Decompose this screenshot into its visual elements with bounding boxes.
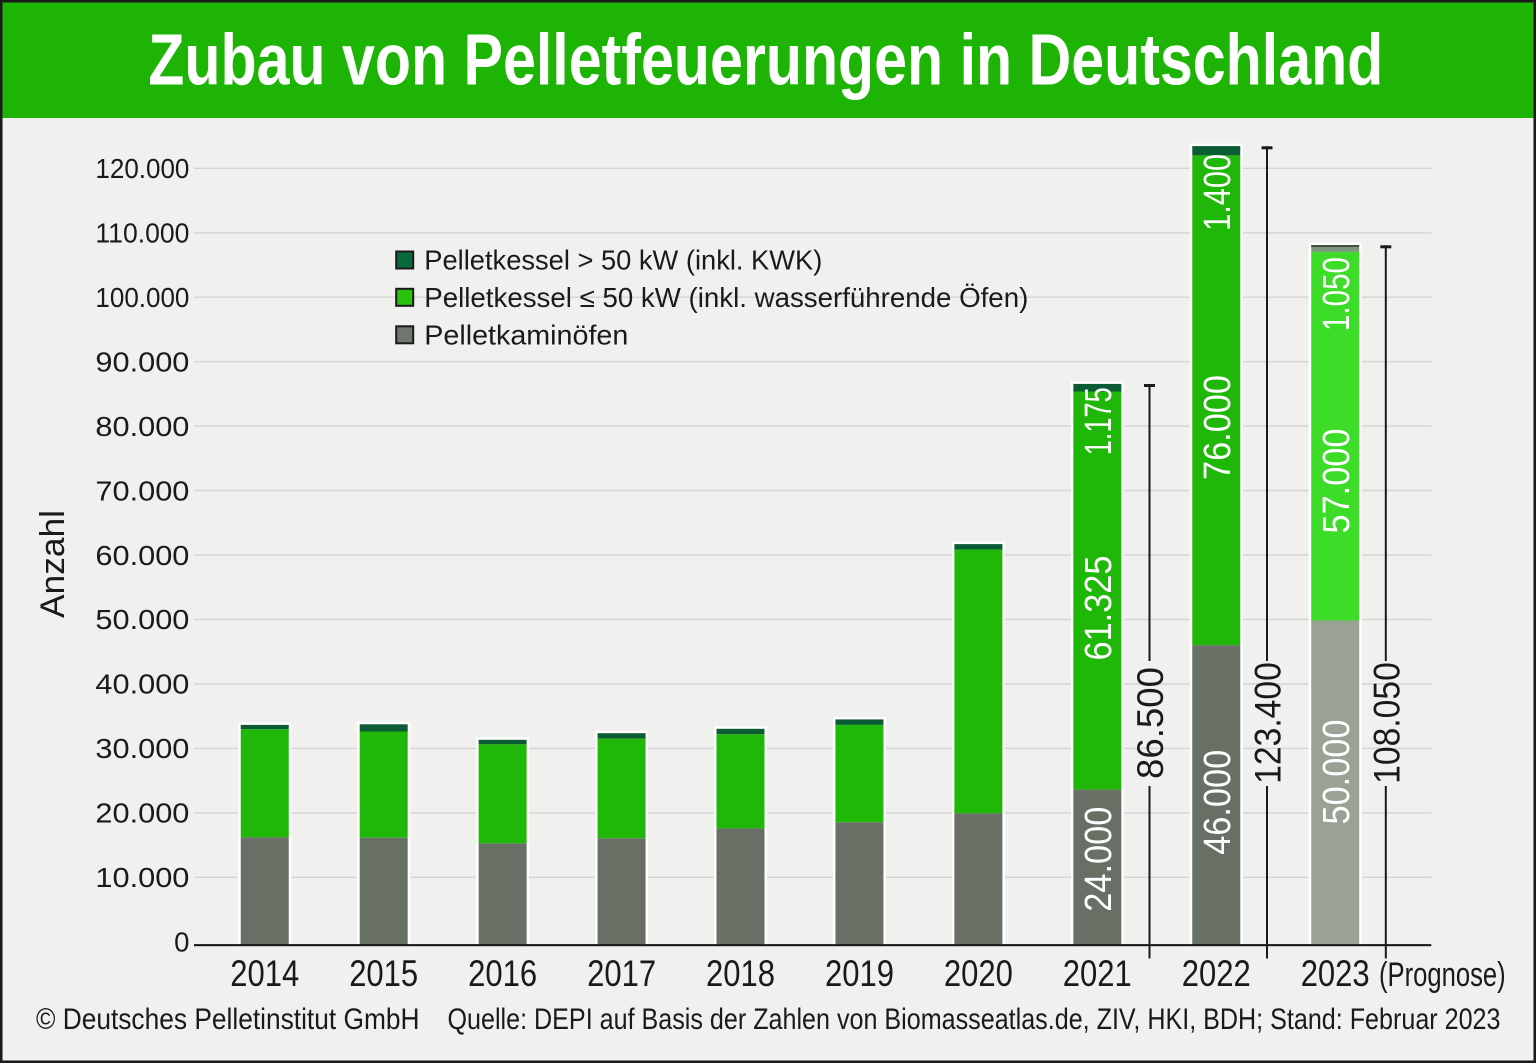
svg-text:Pelletkessel > 50 kW (inkl. KW: Pelletkessel > 50 kW (inkl. KWK) xyxy=(424,245,822,276)
svg-text:Pelletkessel ≤ 50 kW (inkl. wa: Pelletkessel ≤ 50 kW (inkl. wasserführen… xyxy=(424,282,1028,313)
svg-text:2015: 2015 xyxy=(349,952,418,994)
svg-text:0: 0 xyxy=(174,927,189,958)
svg-text:2022: 2022 xyxy=(1182,952,1251,994)
svg-text:2016: 2016 xyxy=(468,952,537,994)
svg-text:1.050: 1.050 xyxy=(1316,257,1358,331)
svg-text:1.400: 1.400 xyxy=(1197,154,1239,231)
svg-text:24.000: 24.000 xyxy=(1078,807,1120,912)
svg-text:90.000: 90.000 xyxy=(95,346,189,377)
svg-text:2014: 2014 xyxy=(230,952,299,994)
svg-text:76.000: 76.000 xyxy=(1197,375,1239,480)
svg-text:57.000: 57.000 xyxy=(1316,429,1358,534)
svg-text:80.000: 80.000 xyxy=(95,411,189,442)
svg-text:Anzahl: Anzahl xyxy=(34,510,72,618)
svg-text:110.000: 110.000 xyxy=(95,218,189,249)
svg-text:100.000: 100.000 xyxy=(95,282,189,313)
svg-text:50.000: 50.000 xyxy=(1316,720,1358,825)
svg-text:120.000: 120.000 xyxy=(95,153,189,184)
svg-text:46.000: 46.000 xyxy=(1197,750,1239,855)
svg-text:60.000: 60.000 xyxy=(95,540,189,571)
svg-text:(Prognose): (Prognose) xyxy=(1379,956,1506,994)
svg-text:2018: 2018 xyxy=(706,952,775,994)
svg-text:123.400: 123.400 xyxy=(1248,662,1289,784)
svg-text:70.000: 70.000 xyxy=(95,475,189,506)
svg-text:86.500: 86.500 xyxy=(1130,667,1171,779)
svg-text:Quelle: DEPI auf Basis der Zah: Quelle: DEPI auf Basis der Zahlen von Bi… xyxy=(448,1003,1501,1036)
svg-text:40.000: 40.000 xyxy=(95,669,189,700)
svg-text:2021: 2021 xyxy=(1063,952,1132,994)
svg-text:2020: 2020 xyxy=(944,952,1013,994)
svg-text:50.000: 50.000 xyxy=(95,604,189,635)
svg-text:61.325: 61.325 xyxy=(1078,556,1120,661)
svg-text:© Deutsches Pelletinstitut Gmb: © Deutsches Pelletinstitut GmbH xyxy=(36,1003,420,1036)
svg-text:30.000: 30.000 xyxy=(95,733,189,764)
svg-text:20.000: 20.000 xyxy=(95,798,189,829)
svg-text:1.175: 1.175 xyxy=(1078,387,1120,455)
svg-text:108.050: 108.050 xyxy=(1366,662,1407,784)
svg-text:2023: 2023 xyxy=(1301,952,1370,994)
svg-text:10.000: 10.000 xyxy=(95,862,189,893)
svg-text:2017: 2017 xyxy=(587,952,656,994)
svg-text:Zubau von Pelletfeuerungen in: Zubau von Pelletfeuerungen in Deutschlan… xyxy=(148,21,1383,101)
svg-text:Pelletkaminöfen: Pelletkaminöfen xyxy=(424,320,628,351)
svg-text:2019: 2019 xyxy=(825,952,894,994)
